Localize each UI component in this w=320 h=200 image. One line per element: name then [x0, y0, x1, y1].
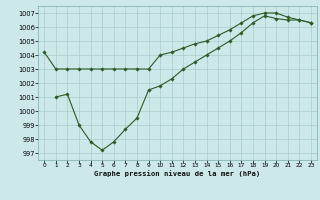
X-axis label: Graphe pression niveau de la mer (hPa): Graphe pression niveau de la mer (hPa) — [94, 171, 261, 177]
